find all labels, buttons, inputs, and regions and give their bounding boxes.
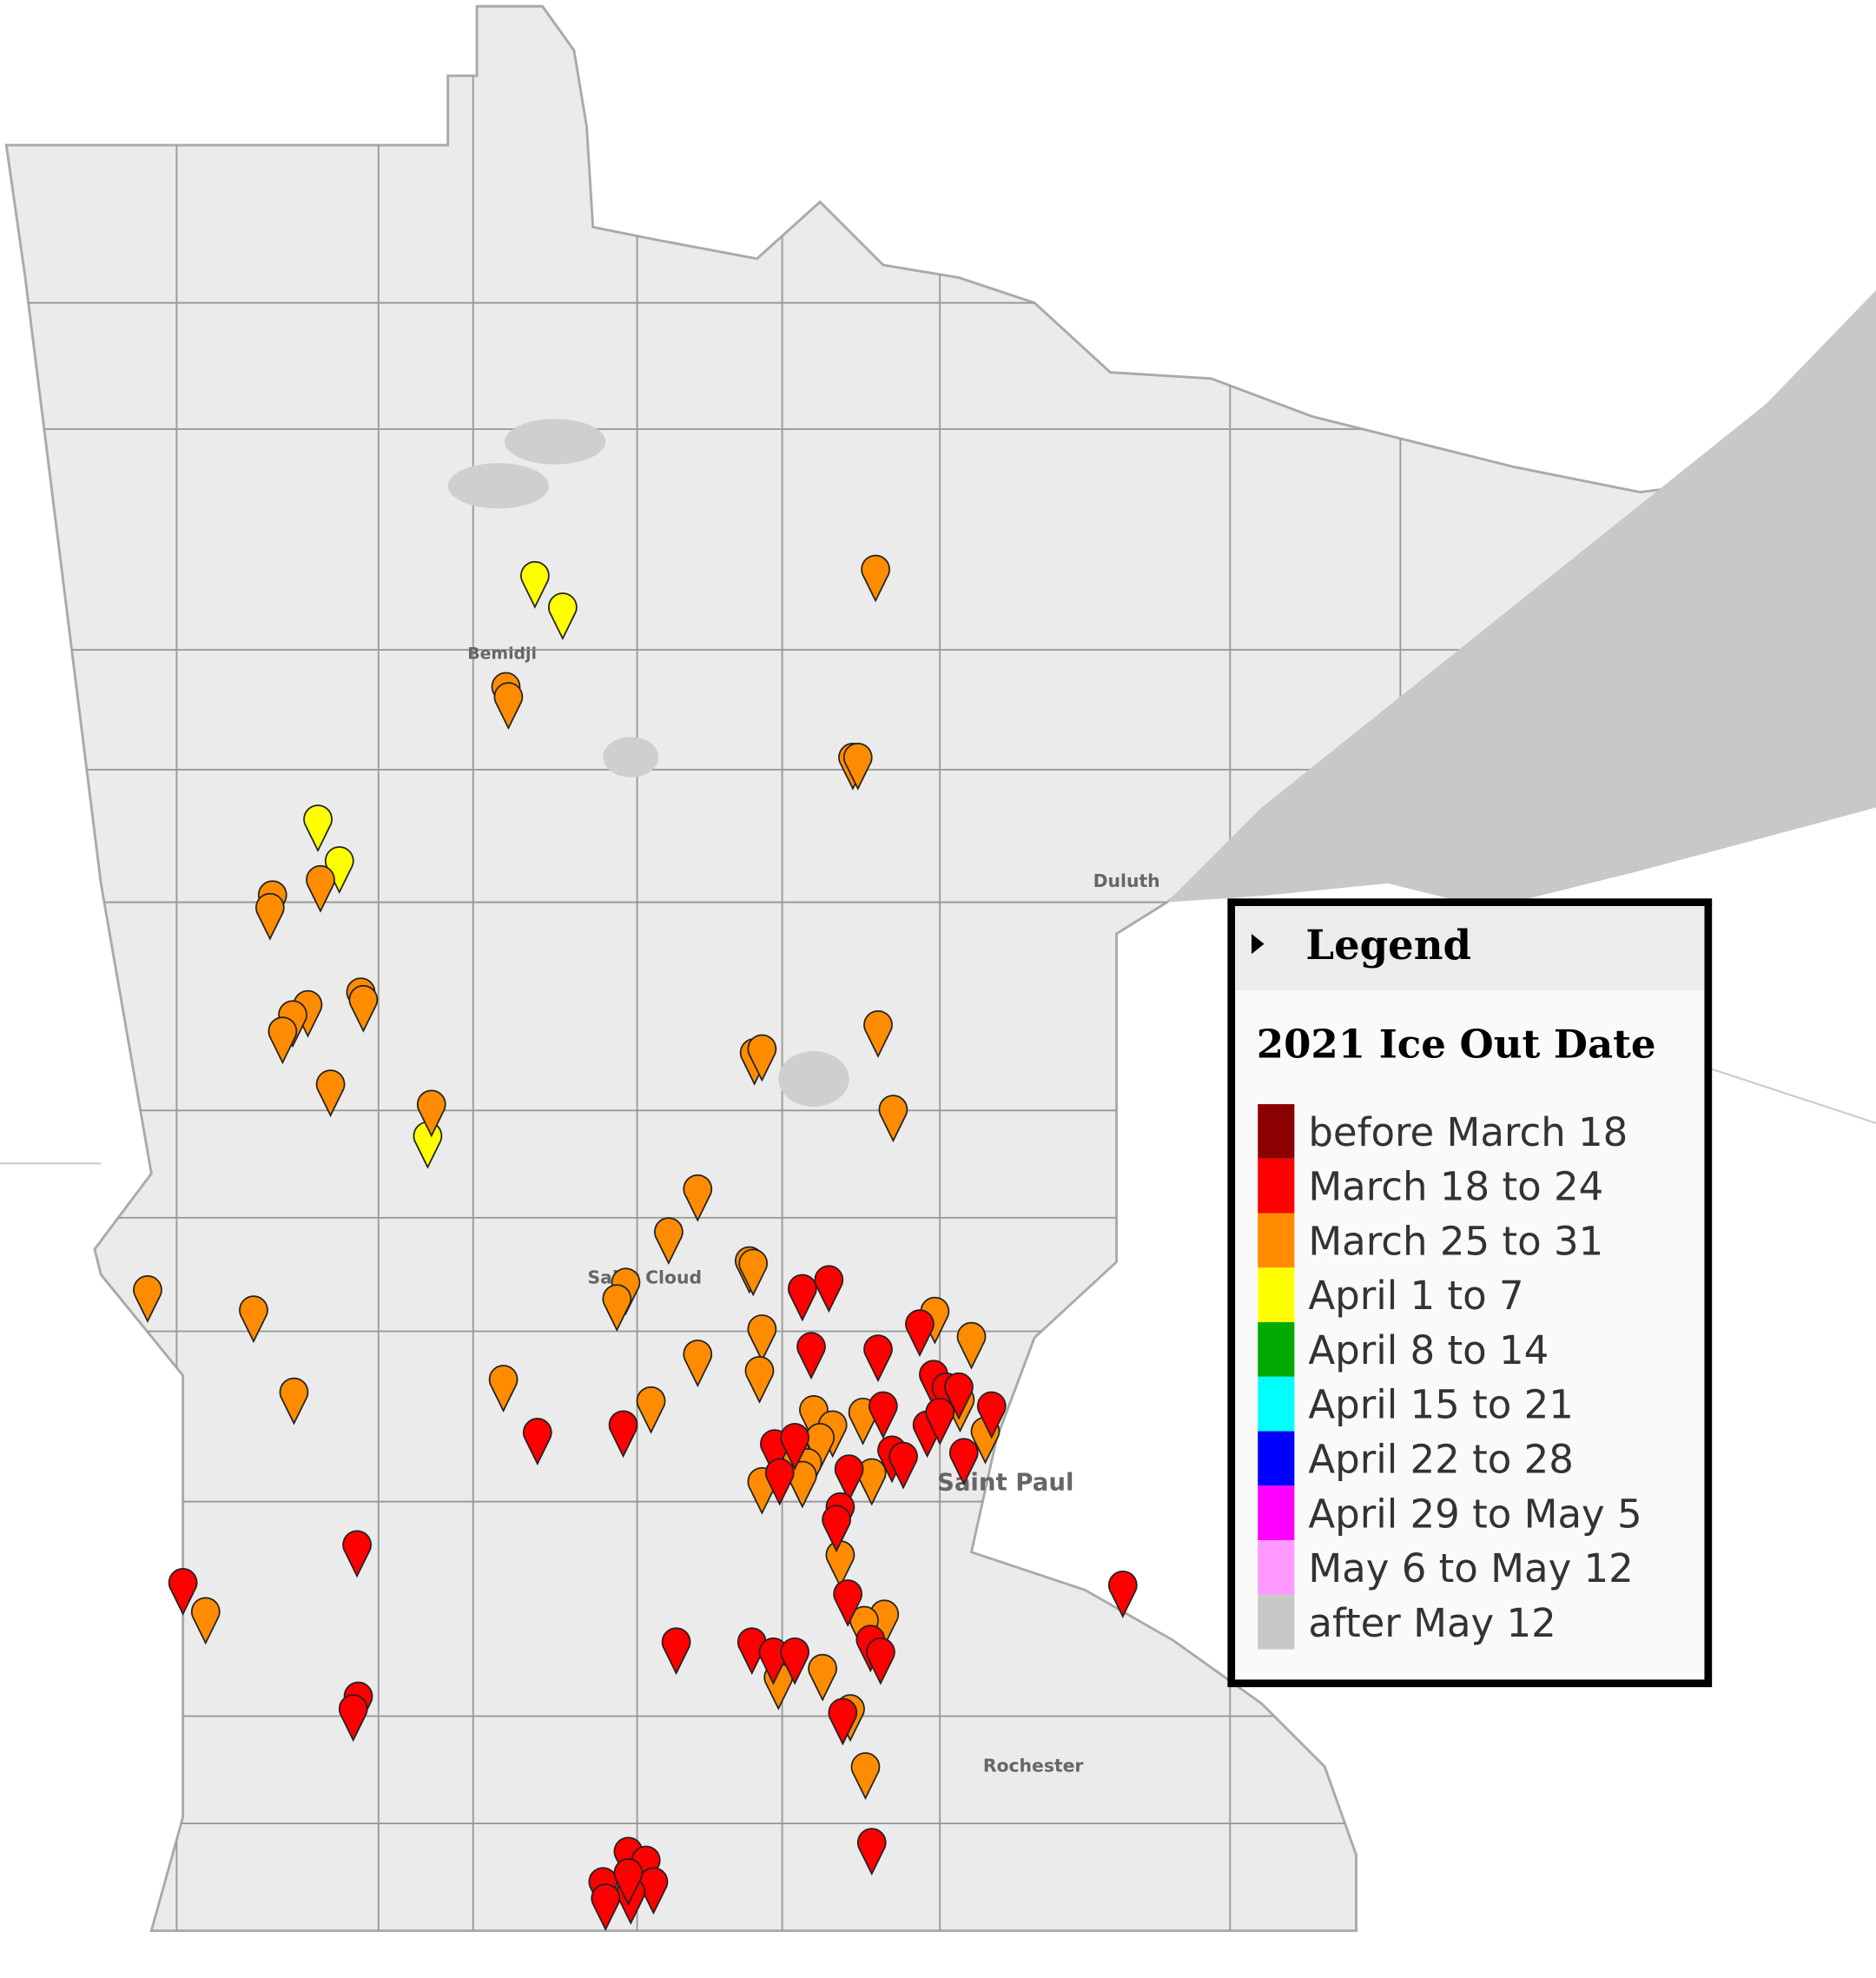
border-line bbox=[1702, 1065, 1876, 1124]
lakes bbox=[447, 419, 849, 1107]
legend-title: 2021 Ice Out Date bbox=[1257, 1021, 1656, 1067]
lake-marker[interactable] bbox=[636, 1386, 666, 1434]
lake-marker[interactable] bbox=[548, 592, 578, 641]
lake-marker[interactable] bbox=[976, 1391, 1007, 1439]
city-label: Duluth bbox=[1093, 870, 1160, 891]
lake-marker[interactable] bbox=[303, 804, 333, 853]
legend-swatch bbox=[1258, 1213, 1295, 1268]
lake-marker[interactable] bbox=[868, 1391, 898, 1439]
lake-marker[interactable] bbox=[856, 1828, 887, 1876]
lake-marker[interactable] bbox=[863, 1334, 893, 1383]
legend-swatch bbox=[1258, 1431, 1295, 1486]
city-label: Saint Cloud bbox=[588, 1267, 702, 1287]
lake-marker[interactable] bbox=[493, 682, 524, 731]
legend-label: April 8 to 14 bbox=[1308, 1327, 1549, 1373]
legend-label: April 15 to 21 bbox=[1308, 1382, 1574, 1428]
legend-label: April 22 to 28 bbox=[1308, 1437, 1574, 1483]
lake-marker[interactable] bbox=[888, 1441, 918, 1490]
legend-toggle[interactable] bbox=[1251, 933, 1265, 955]
lake-marker[interactable] bbox=[520, 560, 550, 609]
lake-marker[interactable] bbox=[1107, 1571, 1138, 1618]
lake-marker[interactable] bbox=[834, 1454, 864, 1503]
lake-marker[interactable] bbox=[747, 1314, 777, 1362]
lake-marker[interactable] bbox=[822, 1505, 851, 1553]
lake-marker[interactable] bbox=[747, 1034, 777, 1082]
lake-marker[interactable] bbox=[683, 1340, 713, 1387]
lake-marker[interactable] bbox=[764, 1458, 795, 1506]
legend-label: April 29 to May 5 bbox=[1308, 1491, 1642, 1537]
lake-superior bbox=[1166, 290, 1876, 909]
lake-marker[interactable] bbox=[324, 846, 354, 894]
lake-marker[interactable] bbox=[780, 1637, 809, 1685]
lake-marker[interactable] bbox=[842, 743, 873, 791]
lake-marker[interactable] bbox=[828, 1697, 858, 1746]
lake-marker[interactable] bbox=[956, 1321, 987, 1370]
legend-swatch bbox=[1258, 1267, 1295, 1323]
lake-marker[interactable] bbox=[780, 1423, 809, 1471]
lake-marker[interactable] bbox=[608, 1410, 638, 1459]
legend-header bbox=[1235, 905, 1705, 991]
lake-marker[interactable] bbox=[279, 1377, 309, 1426]
legend-box bbox=[1227, 898, 1713, 1688]
lake-marker[interactable] bbox=[905, 1309, 935, 1358]
legend-header-text[interactable]: Legend bbox=[1305, 921, 1471, 969]
legend-swatch bbox=[1258, 1376, 1295, 1432]
lake-marker[interactable] bbox=[522, 1418, 552, 1466]
lake-marker[interactable] bbox=[348, 985, 379, 1033]
lake-marker[interactable] bbox=[850, 1752, 881, 1800]
lake-marker[interactable] bbox=[833, 1579, 862, 1627]
legend: Legend 2021 Ice Out Date before March 18… bbox=[1227, 898, 1713, 1688]
lake-marker[interactable] bbox=[416, 1089, 446, 1138]
lake-marker[interactable] bbox=[866, 1637, 895, 1685]
lake-marker[interactable] bbox=[306, 865, 335, 913]
legend-label: before March 18 bbox=[1308, 1109, 1628, 1155]
lake-marker[interactable] bbox=[168, 1568, 198, 1616]
lake-marker[interactable] bbox=[744, 1356, 775, 1404]
lake-marker[interactable] bbox=[613, 1858, 644, 1906]
lake-marker[interactable] bbox=[255, 892, 285, 941]
lake-marker[interactable] bbox=[338, 1694, 368, 1743]
lake-marker[interactable] bbox=[683, 1174, 713, 1222]
legend-label: after May 12 bbox=[1308, 1600, 1556, 1646]
legend-swatch bbox=[1258, 1322, 1295, 1377]
lake-marker[interactable] bbox=[488, 1365, 519, 1413]
legend-label: March 18 to 24 bbox=[1308, 1164, 1603, 1210]
lake-marker[interactable] bbox=[591, 1883, 621, 1932]
lake-marker[interactable] bbox=[133, 1275, 162, 1323]
lake-marker[interactable] bbox=[944, 1372, 974, 1420]
lake-marker[interactable] bbox=[878, 1095, 908, 1143]
lake-marker[interactable] bbox=[602, 1284, 632, 1333]
lake-marker[interactable] bbox=[190, 1597, 221, 1645]
lake-marker[interactable] bbox=[948, 1438, 979, 1486]
lake-marker[interactable] bbox=[925, 1398, 955, 1445]
lake-marker[interactable] bbox=[861, 554, 890, 603]
lake-marker[interactable] bbox=[863, 1010, 893, 1058]
legend-swatch bbox=[1258, 1540, 1295, 1595]
lake-marker[interactable] bbox=[342, 1530, 372, 1578]
city-label: Rochester bbox=[983, 1755, 1084, 1776]
lake-marker[interactable] bbox=[738, 1248, 769, 1297]
lake-marker[interactable] bbox=[654, 1217, 684, 1266]
lake-marker[interactable] bbox=[788, 1273, 817, 1322]
legend-label: May 6 to May 12 bbox=[1308, 1545, 1633, 1591]
lake-marker[interactable] bbox=[315, 1069, 346, 1118]
legend-swatch bbox=[1258, 1104, 1295, 1159]
lake-marker[interactable] bbox=[814, 1265, 844, 1313]
lake-marker[interactable] bbox=[268, 1016, 298, 1065]
legend-label: March 25 to 31 bbox=[1308, 1218, 1603, 1264]
lake-marker[interactable] bbox=[239, 1295, 268, 1344]
lake-marker[interactable] bbox=[661, 1627, 691, 1676]
legend-label: April 1 to 7 bbox=[1308, 1273, 1523, 1319]
lake-marker[interactable] bbox=[808, 1653, 837, 1702]
legend-swatch bbox=[1258, 1594, 1295, 1650]
legend-swatch bbox=[1258, 1158, 1295, 1214]
legend-swatch bbox=[1258, 1485, 1295, 1541]
city-label: Bemidji bbox=[467, 644, 537, 663]
lake-marker[interactable] bbox=[796, 1332, 826, 1380]
